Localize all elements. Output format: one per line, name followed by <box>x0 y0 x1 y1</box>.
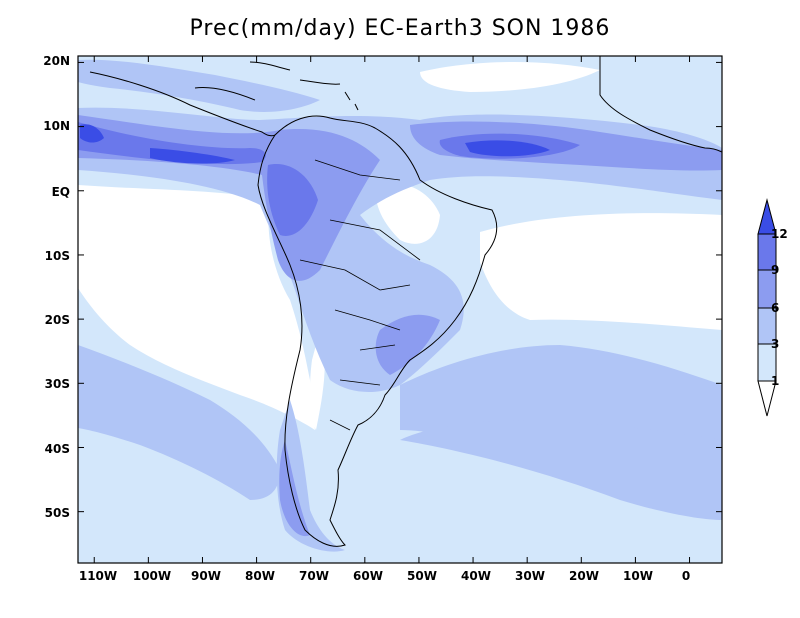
precip-band-12plus-atlantic <box>465 140 550 157</box>
precip-band-3-6-caribbean <box>78 59 320 112</box>
colorbar-label: 1 <box>771 374 780 388</box>
dry-zone-north-atlantic <box>420 61 600 92</box>
x-tick-label: 30W <box>515 569 545 583</box>
precip-band-9-12-amazon <box>267 164 318 236</box>
colorbar-label: 6 <box>771 301 780 315</box>
africa-coastline <box>599 56 722 153</box>
dry-zone-ne-brazil <box>375 184 440 244</box>
colorbar-label: 9 <box>771 263 780 277</box>
y-tick-label: 40S <box>44 442 70 456</box>
colorbar-label: 3 <box>771 337 780 351</box>
precip-band-3-6-itcz <box>78 107 722 392</box>
x-tick-label: 70W <box>299 569 329 583</box>
colorbar-bottom-triangle <box>757 380 777 417</box>
caribbean-islands <box>249 61 359 111</box>
precip-band-12plus-east-pacific <box>80 124 235 164</box>
map-frame <box>77 55 723 564</box>
y-tick-label: 20N <box>43 54 70 68</box>
x-tick-label: 90W <box>191 569 221 583</box>
south-america-coastline <box>257 115 498 547</box>
central-america-coastline <box>89 71 276 137</box>
x-tick-label: 0 <box>681 569 691 583</box>
y-tick-label: 10S <box>44 249 70 263</box>
x-tick-label: 10W <box>623 569 653 583</box>
x-tick-label: 50W <box>407 569 437 583</box>
x-tick-marks <box>93 56 691 563</box>
precip-field <box>78 56 722 563</box>
x-tick-label: 60W <box>353 569 383 583</box>
x-tick-label: 80W <box>245 569 275 583</box>
y-tick-label: 10N <box>43 119 70 133</box>
dry-zone-south-pacific <box>78 185 315 430</box>
precip-band-6-9-south-brazil <box>375 314 440 375</box>
x-tick-label: 40W <box>461 569 491 583</box>
map-title: Prec(mm/day) EC-Earth3 SON 1986 <box>189 16 611 41</box>
country-borders <box>299 159 421 431</box>
y-tick-label: 20S <box>44 313 70 327</box>
x-tick-label: 20W <box>569 569 599 583</box>
dry-zone-south-atlantic <box>480 213 722 330</box>
colorbar-label: 12 <box>771 227 788 241</box>
precip-band-3-6-south-pacific <box>78 345 280 500</box>
y-tick-label: 50S <box>44 506 70 520</box>
precip-band-9-12-east-pacific <box>78 122 266 165</box>
y-tick-label: EQ <box>51 185 70 199</box>
colorbar <box>757 198 777 417</box>
x-tick-label: 110W <box>78 569 118 583</box>
y-tick-marks <box>78 61 722 513</box>
x-tick-label: 100W <box>132 569 172 583</box>
precip-band-3-6-southern-ocean <box>400 420 722 520</box>
coastlines <box>89 56 722 547</box>
y-tick-label: 30S <box>44 377 70 391</box>
